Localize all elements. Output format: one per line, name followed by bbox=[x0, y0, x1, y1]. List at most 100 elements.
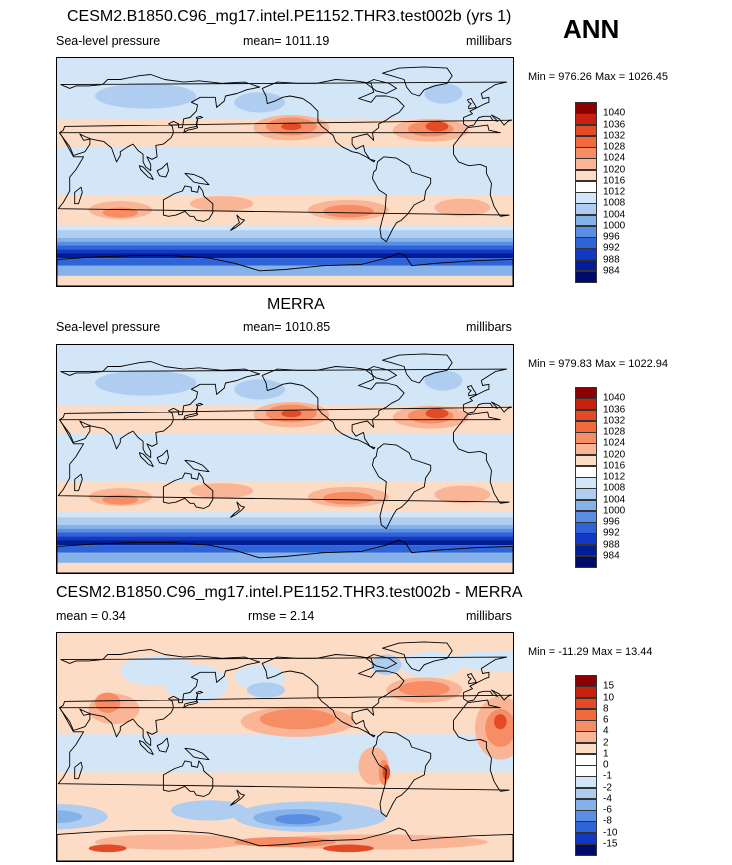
panel-1-colorbar: 1040 1036 1032 1028 1024 1020 1016 1012 1008 1004… bbox=[575, 102, 635, 283]
coastline bbox=[59, 361, 513, 459]
coastline bbox=[74, 473, 83, 492]
colorbar-tick-label: 992 bbox=[603, 242, 620, 254]
coastline bbox=[138, 452, 154, 468]
colorbar-tick-label: 996 bbox=[603, 231, 620, 243]
colorbar-swatch bbox=[575, 214, 597, 227]
colorbar-swatch bbox=[575, 753, 597, 766]
coastline bbox=[156, 737, 169, 753]
contour-region bbox=[434, 198, 491, 217]
contour-band bbox=[57, 230, 513, 238]
season-label: ANN bbox=[563, 14, 620, 44]
coastline bbox=[57, 124, 510, 217]
colorbar-swatch bbox=[575, 158, 597, 170]
colorbar-swatch bbox=[575, 192, 597, 204]
colorbar-swatch bbox=[575, 180, 597, 193]
colorbar-tick-label: -6 bbox=[603, 804, 612, 816]
coastline bbox=[365, 366, 397, 381]
colorbar-tick-label: 1012 bbox=[603, 186, 626, 198]
colorbar-swatch bbox=[575, 203, 597, 215]
contour-region bbox=[247, 682, 285, 698]
coastline bbox=[138, 740, 154, 756]
colorbar-tick-label: 1036 bbox=[603, 119, 626, 130]
contour-region bbox=[323, 844, 374, 853]
colorbar-swatch bbox=[575, 225, 597, 238]
colorbar-tick-label: 1028 bbox=[603, 141, 626, 153]
contour-band bbox=[57, 532, 513, 537]
coastline bbox=[230, 214, 245, 231]
coastline bbox=[466, 385, 477, 397]
contour-band bbox=[57, 540, 513, 546]
contour-region bbox=[274, 814, 321, 825]
contour-region bbox=[425, 121, 449, 132]
coastline bbox=[261, 366, 405, 450]
contour-region bbox=[234, 836, 336, 848]
panel-3-rmse-label: rmse = 2.14 bbox=[248, 609, 315, 623]
coastlines bbox=[57, 353, 513, 573]
panel-1-variable-label: Sea-level pressure bbox=[56, 34, 161, 48]
coastline bbox=[138, 165, 154, 181]
contour-region bbox=[234, 379, 285, 400]
contour-region bbox=[399, 681, 450, 697]
colorbar-tick-label: 1016 bbox=[603, 175, 626, 187]
coastline bbox=[74, 186, 83, 205]
colorbar-tick-label: -10 bbox=[603, 827, 618, 838]
colorbar-swatch bbox=[575, 147, 597, 159]
colorbar-swatch bbox=[575, 686, 597, 698]
coastline bbox=[57, 411, 510, 504]
contour-region bbox=[281, 122, 302, 131]
colorbar-swatch bbox=[575, 787, 597, 800]
contour-band bbox=[57, 734, 513, 773]
contour-region bbox=[494, 714, 507, 730]
colorbar-tick-label: 1024 bbox=[603, 437, 626, 449]
colorbar-swatch bbox=[575, 259, 597, 272]
contour-region bbox=[95, 83, 197, 109]
colorbar-tick-label: 1032 bbox=[603, 415, 626, 427]
colorbar-tick-label: 1004 bbox=[603, 209, 626, 220]
contour-region bbox=[190, 196, 254, 212]
colorbar-swatch bbox=[575, 409, 597, 422]
colorbar-swatch bbox=[575, 113, 597, 125]
colorbar-swatch bbox=[575, 420, 597, 433]
coastline bbox=[371, 156, 432, 243]
colorbar-swatch bbox=[575, 248, 597, 260]
colorbar-tick-label: 1016 bbox=[603, 460, 626, 472]
colorbar-swatch bbox=[575, 124, 597, 137]
panel-2-mean-label: mean= 1010.85 bbox=[243, 320, 331, 334]
contour-region bbox=[95, 692, 121, 713]
coastline bbox=[162, 472, 214, 509]
colorbar-swatch bbox=[575, 776, 597, 788]
colorbar-tick-label: 2 bbox=[603, 737, 609, 748]
contour-region bbox=[371, 654, 402, 675]
coastline bbox=[261, 79, 405, 163]
colorbar-tick-label: 1024 bbox=[603, 152, 626, 164]
contour-region bbox=[95, 834, 247, 850]
colorbar-tick-label: -4 bbox=[603, 793, 612, 805]
contour-band bbox=[57, 253, 513, 259]
colorbar-tick-label: 1020 bbox=[603, 164, 626, 175]
colorbar-swatch bbox=[575, 708, 597, 721]
contour-band bbox=[57, 237, 513, 242]
contour-region bbox=[323, 491, 374, 505]
contour-band bbox=[57, 249, 513, 254]
coastline bbox=[365, 654, 397, 669]
coastlines bbox=[57, 66, 513, 286]
contour-band bbox=[57, 517, 513, 525]
panel-2-title: MERRA bbox=[267, 296, 325, 313]
panel-3-title: CESM2.B1850.C96_mg17.intel.PE1152.THR3.t… bbox=[56, 584, 523, 601]
colorbar-tick-label: 1012 bbox=[603, 471, 626, 483]
colorbar-tick-label: 1008 bbox=[603, 197, 626, 209]
colorbar-swatch bbox=[575, 454, 597, 467]
contour-region bbox=[190, 483, 254, 499]
panel-2-minmax: Min = 979.83 Max = 1022.94 bbox=[528, 358, 669, 370]
colorbar-tick-label: 1040 bbox=[603, 392, 626, 404]
contour-region bbox=[259, 709, 336, 730]
colorbar-tick-label: 10 bbox=[603, 692, 615, 703]
colorbar-swatch bbox=[575, 843, 597, 856]
contour-band bbox=[57, 545, 513, 553]
colorbar-tick-label: 1 bbox=[603, 748, 609, 760]
coastline bbox=[230, 789, 245, 806]
colorbar-tick-label: 988 bbox=[603, 539, 620, 550]
colorbar-swatch bbox=[575, 731, 597, 743]
panel-1-minmax: Min = 976.26 Max = 1026.45 bbox=[528, 71, 669, 83]
colorbar-tick-label: 0 bbox=[603, 759, 609, 771]
